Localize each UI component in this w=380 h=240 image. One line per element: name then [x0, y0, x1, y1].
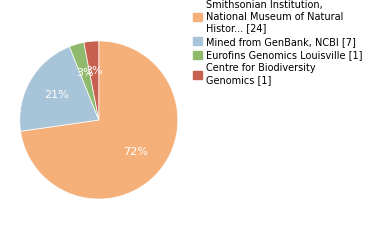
Wedge shape	[20, 47, 99, 131]
Text: 3%: 3%	[86, 66, 103, 76]
Wedge shape	[84, 41, 99, 120]
Wedge shape	[21, 41, 178, 199]
Text: 72%: 72%	[124, 147, 148, 157]
Wedge shape	[70, 42, 99, 120]
Text: 21%: 21%	[44, 90, 69, 101]
Text: 3%: 3%	[76, 68, 94, 78]
Legend: Smithsonian Institution,
National Museum of Natural
Histor... [24], Mined from G: Smithsonian Institution, National Museum…	[193, 0, 363, 85]
